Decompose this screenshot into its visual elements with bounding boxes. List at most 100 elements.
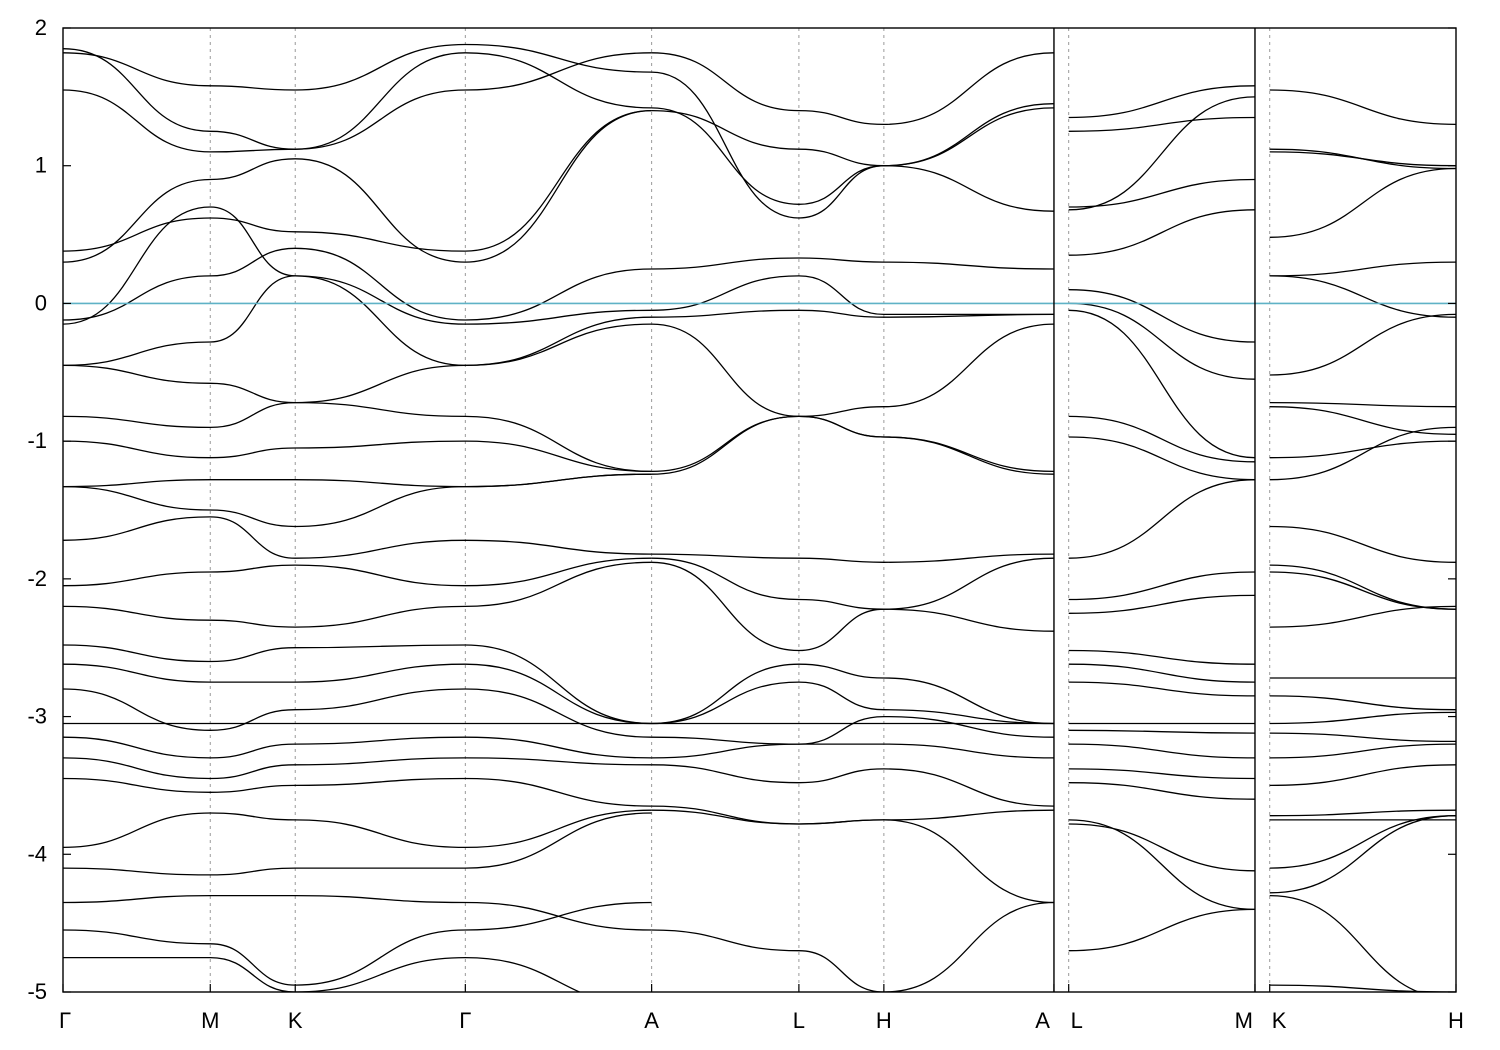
band-line-27 bbox=[63, 956, 582, 992]
band-line-20 bbox=[63, 736, 652, 759]
band-line-62 bbox=[1068, 594, 1256, 614]
band-line-8 bbox=[63, 323, 652, 404]
band-line-53 bbox=[1068, 178, 1256, 208]
band-line-7 bbox=[63, 275, 652, 367]
band-line-42 bbox=[651, 681, 1055, 725]
y-tick-label: 0 bbox=[35, 290, 47, 315]
kpoint-label: L bbox=[793, 1008, 805, 1033]
band-line-32 bbox=[651, 257, 1055, 270]
band-line-57 bbox=[1068, 309, 1256, 459]
plot-frame bbox=[62, 27, 1457, 993]
band-line-77 bbox=[1269, 167, 1456, 238]
band-line-65 bbox=[1068, 681, 1256, 697]
band-line-48 bbox=[651, 809, 1055, 825]
band-line-40 bbox=[651, 561, 1055, 652]
band-line-76 bbox=[1269, 151, 1456, 167]
band-line-29 bbox=[651, 107, 1055, 205]
band-line-34 bbox=[651, 309, 1055, 318]
band-line-1 bbox=[63, 43, 652, 91]
band-line-14 bbox=[63, 557, 652, 587]
band-line-18 bbox=[63, 688, 652, 738]
band-line-90 bbox=[1269, 695, 1456, 711]
band-line-30 bbox=[651, 71, 1055, 219]
band-line-61 bbox=[1068, 571, 1256, 601]
band-line-98 bbox=[1269, 815, 1456, 894]
band-line-78 bbox=[1269, 261, 1456, 277]
band-line-93 bbox=[1269, 743, 1456, 759]
kpoint-label: H bbox=[1448, 1008, 1464, 1033]
band-line-21 bbox=[63, 757, 652, 780]
path-break-lines bbox=[1053, 28, 1256, 992]
band-line-54 bbox=[1068, 209, 1256, 256]
band-line-99 bbox=[1269, 894, 1421, 992]
kpoint-label: A bbox=[1035, 1008, 1050, 1033]
band-line-6 bbox=[63, 206, 652, 325]
band-line-68 bbox=[1068, 743, 1256, 759]
y-tick-label: 2 bbox=[35, 15, 47, 40]
band-lines bbox=[63, 43, 1456, 992]
band-line-87 bbox=[1269, 571, 1456, 610]
band-line-91 bbox=[1269, 711, 1456, 725]
band-line-38 bbox=[651, 553, 1055, 563]
band-line-70 bbox=[1068, 782, 1256, 800]
band-line-85 bbox=[1269, 525, 1456, 563]
band-line-63 bbox=[1068, 649, 1256, 665]
band-line-80 bbox=[1269, 313, 1456, 376]
band-line-51 bbox=[1068, 116, 1256, 132]
band-line-28 bbox=[651, 52, 1055, 126]
band-line-100 bbox=[1269, 984, 1456, 992]
band-line-9 bbox=[63, 401, 652, 473]
band-line-74 bbox=[1269, 89, 1456, 126]
band-line-95 bbox=[1269, 809, 1456, 817]
band-line-41 bbox=[651, 663, 1055, 725]
kpoint-label: M bbox=[1235, 1008, 1253, 1033]
band-line-94 bbox=[1269, 764, 1456, 787]
band-line-25 bbox=[63, 894, 652, 931]
band-line-13 bbox=[63, 516, 652, 559]
band-line-60 bbox=[1068, 479, 1256, 559]
y-tick-label: 1 bbox=[35, 153, 47, 178]
band-line-56 bbox=[1068, 302, 1256, 380]
band-line-10 bbox=[63, 440, 652, 473]
band-line-82 bbox=[1269, 406, 1456, 435]
band-line-81 bbox=[1269, 401, 1456, 408]
band-line-73 bbox=[1068, 908, 1256, 952]
band-line-31 bbox=[651, 109, 1055, 212]
band-line-35 bbox=[651, 323, 1055, 418]
kpoint-label: A bbox=[644, 1008, 659, 1033]
y-tick-label: -5 bbox=[27, 979, 47, 1004]
band-line-44 bbox=[651, 715, 1055, 745]
band-line-55 bbox=[1068, 289, 1256, 343]
band-line-49 bbox=[651, 901, 1055, 992]
kpoint-label: L bbox=[1071, 1008, 1083, 1033]
band-line-88 bbox=[1269, 605, 1456, 628]
band-line-24 bbox=[63, 812, 652, 876]
band-line-39 bbox=[651, 557, 1055, 610]
y-tick-label: -4 bbox=[27, 841, 47, 866]
y-axis-ticks: -5 -4 -3 -2 -1 0 1 2 bbox=[27, 15, 1456, 1004]
band-line-33 bbox=[651, 275, 1054, 316]
y-tick-label: -2 bbox=[27, 566, 47, 591]
band-line-17 bbox=[63, 663, 652, 725]
kpoint-label: K bbox=[288, 1008, 303, 1033]
band-line-22 bbox=[63, 777, 652, 807]
band-line-84 bbox=[1269, 426, 1456, 481]
kpoint-label: Γ bbox=[59, 1008, 71, 1033]
band-line-4 bbox=[63, 109, 652, 263]
band-line-72 bbox=[1068, 819, 1256, 911]
band-line-26 bbox=[63, 901, 652, 986]
band-line-5 bbox=[63, 247, 652, 321]
band-line-79 bbox=[1269, 275, 1456, 318]
band-line-97 bbox=[1269, 815, 1456, 869]
band-line-36 bbox=[651, 415, 1055, 473]
band-line-83 bbox=[1269, 440, 1456, 459]
band-line-52 bbox=[1068, 96, 1256, 211]
band-line-23 bbox=[63, 809, 652, 849]
y-tick-label: -1 bbox=[27, 428, 47, 453]
band-line-2 bbox=[63, 52, 652, 153]
band-line-3 bbox=[63, 109, 652, 252]
band-line-16 bbox=[63, 644, 652, 725]
kpoint-label: H bbox=[876, 1008, 892, 1033]
band-line-45 bbox=[651, 743, 1055, 759]
